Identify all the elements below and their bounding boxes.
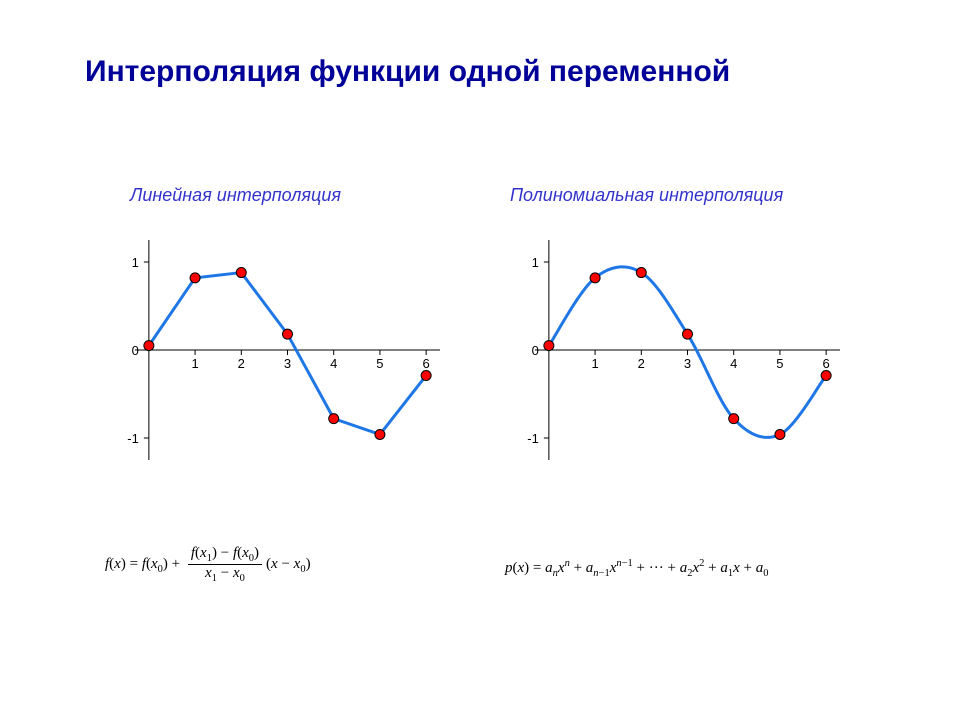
svg-text:1: 1 (191, 356, 198, 371)
svg-text:5: 5 (776, 356, 783, 371)
svg-text:1: 1 (591, 356, 598, 371)
svg-text:4: 4 (730, 356, 737, 371)
left-formula: f(x) = f(x0) + f(x1) − f(x0)x1 − x0(x − … (105, 545, 311, 584)
svg-text:4: 4 (330, 356, 337, 371)
right-subtitle: Полиномиальная интерполяция (510, 185, 783, 206)
svg-text:1: 1 (132, 255, 139, 270)
right-chart: 1 2 3 4 5 6 -1 0 1 (490, 225, 850, 490)
svg-text:-1: -1 (527, 431, 539, 446)
svg-text:2: 2 (638, 356, 645, 371)
page-title: Интерполяция функции одной переменной (85, 55, 730, 89)
svg-text:2: 2 (238, 356, 245, 371)
svg-text:6: 6 (823, 356, 830, 371)
right-formula: p(x) = anxn + an−1xn−1 + ··· + a2x2 + a1… (505, 558, 768, 579)
left-subtitle: Линейная интерполяция (130, 185, 341, 206)
svg-text:-1: -1 (127, 431, 139, 446)
svg-text:3: 3 (684, 356, 691, 371)
svg-text:0: 0 (132, 343, 139, 358)
svg-text:5: 5 (376, 356, 383, 371)
left-chart: 1 2 3 4 5 6 -1 0 1 (90, 225, 450, 490)
svg-text:6: 6 (423, 356, 430, 371)
svg-text:0: 0 (532, 343, 539, 358)
svg-text:3: 3 (284, 356, 291, 371)
svg-text:1: 1 (532, 255, 539, 270)
